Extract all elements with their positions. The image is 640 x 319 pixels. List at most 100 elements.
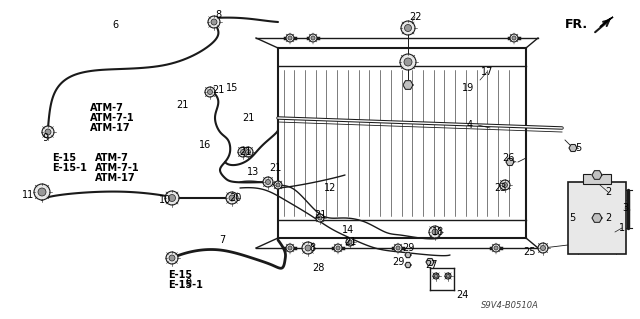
Circle shape — [309, 34, 317, 42]
Circle shape — [541, 246, 545, 250]
Text: 8: 8 — [309, 243, 315, 253]
Text: E-15: E-15 — [52, 153, 76, 163]
Text: 29: 29 — [402, 243, 414, 253]
Text: 2: 2 — [605, 213, 611, 223]
Circle shape — [435, 275, 438, 278]
Circle shape — [286, 244, 294, 252]
Polygon shape — [426, 258, 434, 265]
Text: 20: 20 — [229, 193, 241, 203]
Text: FR.: FR. — [565, 18, 588, 31]
Bar — [568, 182, 626, 254]
Text: 29: 29 — [392, 257, 404, 267]
Circle shape — [429, 226, 441, 238]
Circle shape — [226, 192, 238, 204]
Circle shape — [34, 184, 50, 200]
Circle shape — [502, 182, 508, 188]
Text: 1: 1 — [619, 223, 625, 233]
Circle shape — [276, 183, 280, 187]
Text: 2: 2 — [605, 187, 611, 197]
Text: 27: 27 — [426, 260, 438, 270]
Circle shape — [246, 150, 250, 154]
Circle shape — [348, 240, 352, 244]
Text: 16: 16 — [199, 140, 211, 150]
Circle shape — [394, 244, 402, 252]
Polygon shape — [600, 17, 613, 27]
Text: 22: 22 — [409, 12, 421, 22]
Text: 8: 8 — [215, 10, 221, 20]
Circle shape — [38, 188, 46, 196]
Text: 17: 17 — [481, 67, 493, 77]
Text: 18: 18 — [432, 227, 444, 237]
Circle shape — [286, 34, 294, 42]
Circle shape — [400, 54, 416, 70]
Text: E-15-1: E-15-1 — [168, 280, 203, 290]
Polygon shape — [592, 214, 602, 222]
Text: 7: 7 — [219, 235, 225, 245]
Circle shape — [316, 214, 324, 222]
Circle shape — [238, 147, 248, 157]
Text: 13: 13 — [247, 167, 259, 177]
Circle shape — [512, 36, 516, 40]
Text: 21: 21 — [242, 113, 254, 123]
Text: ATM-17: ATM-17 — [95, 173, 136, 183]
Text: 12: 12 — [324, 183, 336, 193]
Bar — [583, 174, 611, 184]
Circle shape — [336, 246, 340, 250]
Text: 23: 23 — [494, 183, 506, 193]
Circle shape — [346, 238, 354, 246]
Text: 10: 10 — [159, 195, 171, 205]
Polygon shape — [405, 252, 411, 258]
Text: 21: 21 — [269, 163, 281, 173]
Circle shape — [494, 246, 498, 250]
Circle shape — [288, 36, 292, 40]
Circle shape — [263, 177, 273, 187]
Circle shape — [404, 25, 412, 32]
Circle shape — [305, 245, 311, 251]
Text: 15: 15 — [226, 83, 238, 93]
Text: 4: 4 — [467, 120, 473, 130]
Text: 3: 3 — [622, 203, 628, 213]
Circle shape — [42, 126, 54, 138]
Text: 25: 25 — [524, 247, 536, 257]
Text: 14: 14 — [342, 225, 354, 235]
Circle shape — [243, 147, 253, 157]
Text: 9: 9 — [185, 278, 191, 288]
Circle shape — [45, 129, 51, 135]
Text: 5: 5 — [569, 213, 575, 223]
Text: 5: 5 — [575, 143, 581, 153]
Text: ATM-7-1: ATM-7-1 — [90, 113, 134, 123]
Text: 21: 21 — [239, 147, 251, 157]
Text: ATM-17: ATM-17 — [90, 123, 131, 133]
Circle shape — [538, 243, 548, 253]
Circle shape — [211, 19, 217, 25]
Circle shape — [207, 90, 212, 94]
Circle shape — [241, 150, 246, 154]
Text: 26: 26 — [502, 153, 514, 163]
Text: 6: 6 — [112, 20, 118, 30]
Text: 21: 21 — [212, 85, 224, 95]
Polygon shape — [403, 81, 413, 89]
Text: 24: 24 — [456, 290, 468, 300]
Circle shape — [510, 34, 518, 42]
Circle shape — [165, 191, 179, 205]
Text: 21: 21 — [314, 210, 326, 220]
Text: E-15: E-15 — [168, 270, 192, 280]
Circle shape — [433, 273, 439, 279]
Circle shape — [302, 242, 314, 254]
Circle shape — [274, 181, 282, 189]
Circle shape — [168, 195, 175, 202]
Circle shape — [311, 36, 315, 40]
Circle shape — [208, 16, 220, 28]
Circle shape — [447, 275, 449, 278]
Circle shape — [266, 180, 271, 184]
Circle shape — [404, 58, 412, 66]
Circle shape — [318, 216, 322, 220]
Circle shape — [500, 180, 510, 190]
Text: ATM-7: ATM-7 — [95, 153, 129, 163]
Polygon shape — [569, 145, 577, 152]
Text: 21: 21 — [344, 237, 356, 247]
Text: E-15-1: E-15-1 — [52, 163, 87, 173]
Circle shape — [492, 244, 500, 252]
Circle shape — [445, 273, 451, 279]
Circle shape — [229, 195, 235, 201]
